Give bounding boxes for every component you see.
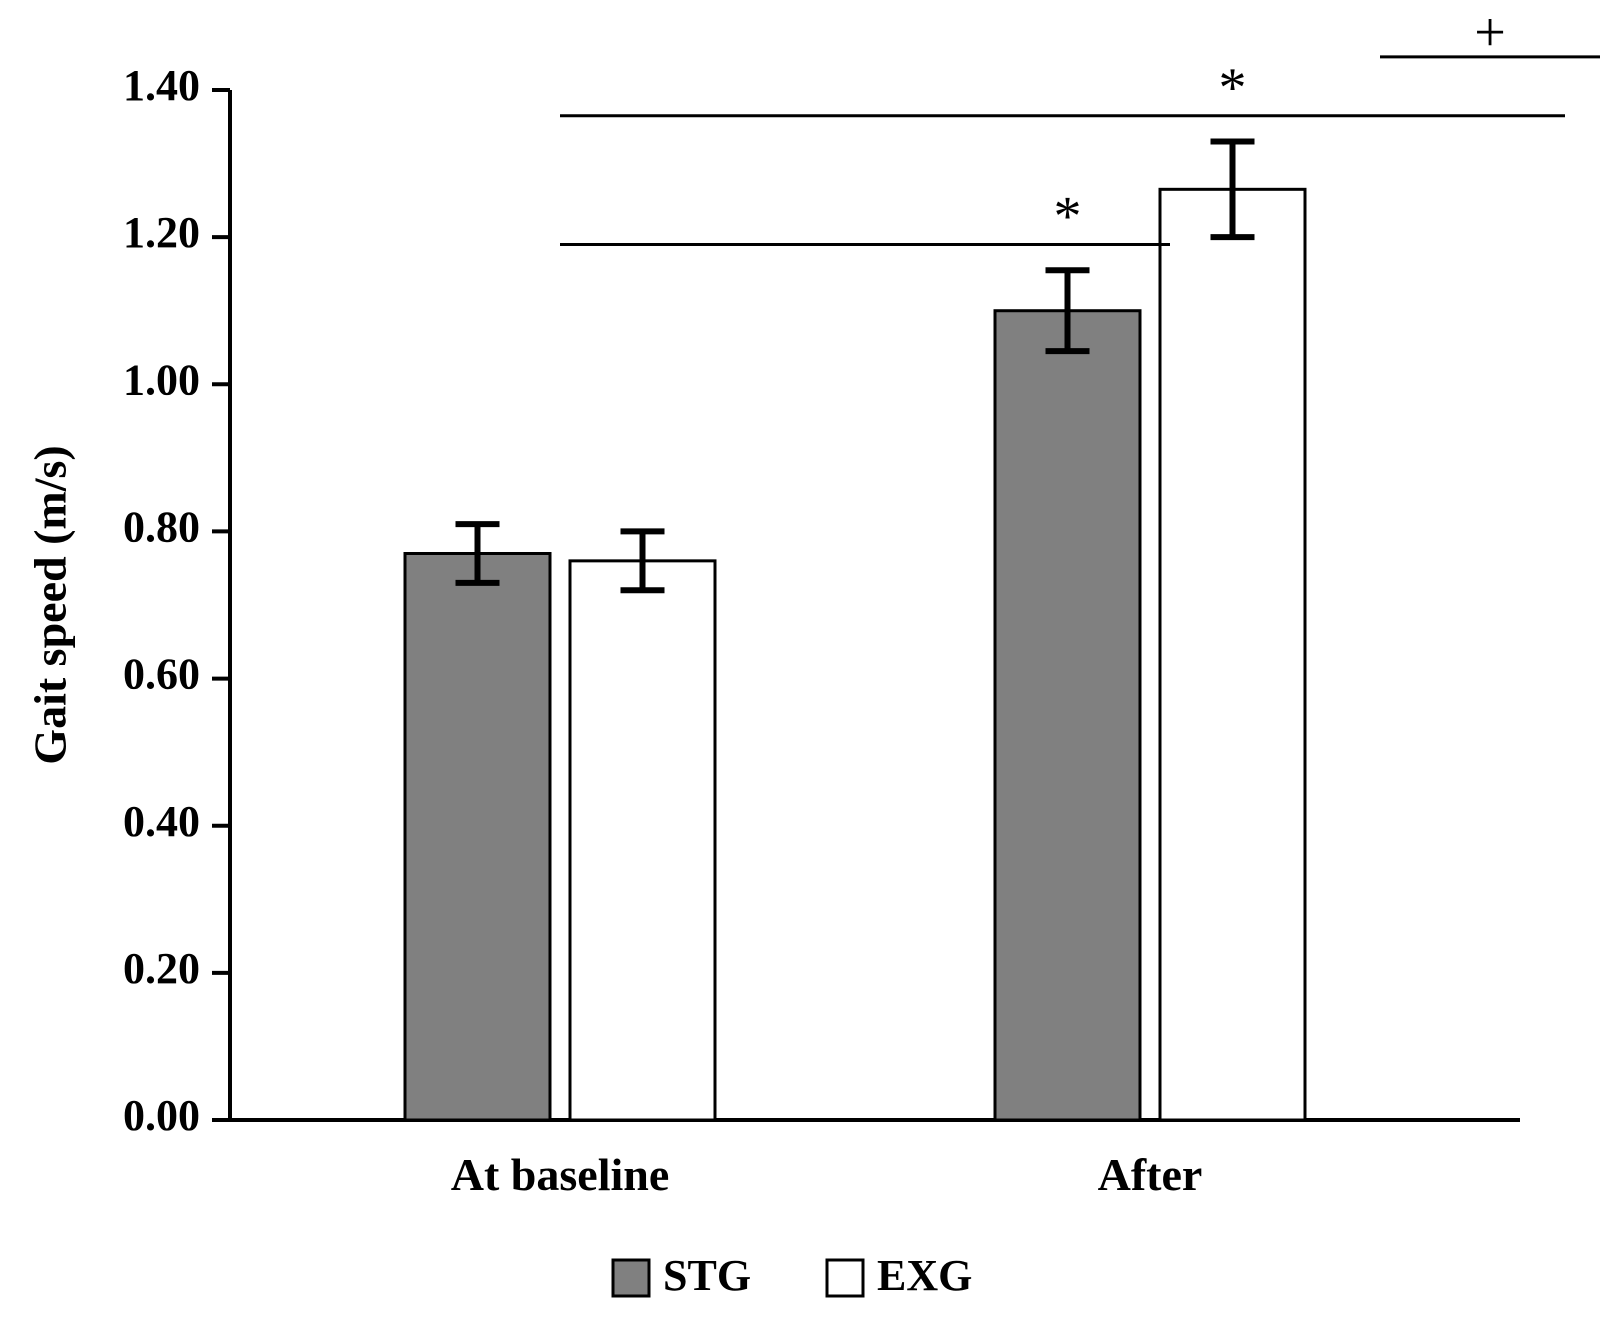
- bar-at-baseline-exg: [570, 561, 715, 1120]
- significance-star: *: [1219, 57, 1247, 119]
- y-tick-label: 0.20: [123, 944, 200, 993]
- x-category-label: At baseline: [451, 1149, 670, 1200]
- significance-plus: +: [1474, 2, 1506, 64]
- x-category-label: After: [1098, 1149, 1203, 1200]
- y-tick-label: 1.00: [123, 355, 200, 404]
- y-tick-label: 0.80: [123, 503, 200, 552]
- bar-after-exg: [1160, 189, 1305, 1120]
- legend-swatch-exg: [827, 1260, 863, 1296]
- y-tick-label: 1.20: [123, 208, 200, 257]
- bar-at-baseline-stg: [405, 554, 550, 1121]
- bar-after-stg: [995, 311, 1140, 1120]
- chart-background: [0, 0, 1616, 1342]
- y-tick-label: 1.40: [123, 61, 200, 110]
- y-tick-label: 0.00: [123, 1091, 200, 1140]
- gait-speed-bar-chart: 0.00 0.20 0.40 0.60 0.80 1.00 1.20 1.40 Gait spe…: [0, 0, 1616, 1342]
- y-tick-label: 0.60: [123, 650, 200, 699]
- legend-label: STG: [663, 1251, 751, 1300]
- y-tick-label: 0.40: [123, 797, 200, 846]
- legend-label: EXG: [877, 1251, 972, 1300]
- y-axis-title: Gait speed (m/s): [25, 445, 76, 764]
- significance-star: *: [1054, 186, 1082, 248]
- legend-swatch-stg: [613, 1260, 649, 1296]
